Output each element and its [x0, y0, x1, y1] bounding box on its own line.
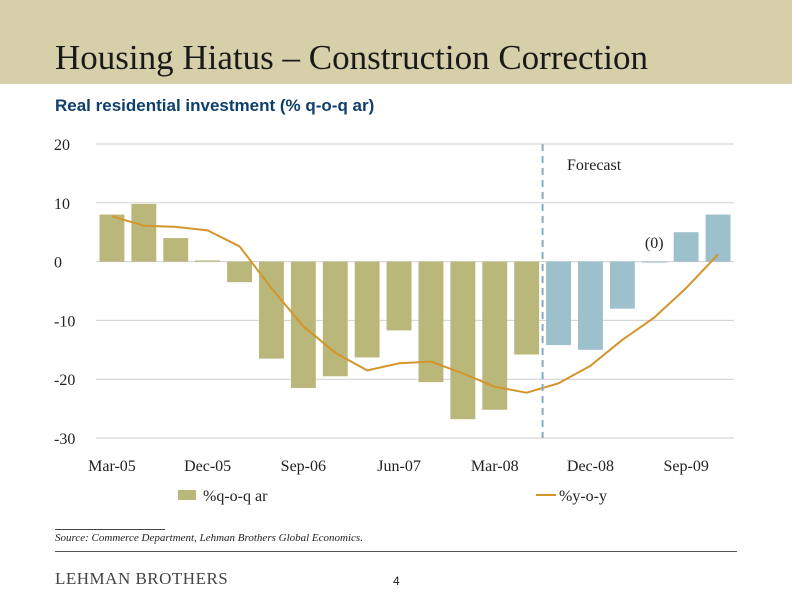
yoy-line — [111, 215, 719, 394]
annotation-label: (0) — [645, 235, 664, 252]
bar — [386, 261, 412, 331]
forecast-label: Forecast — [567, 157, 622, 174]
bar — [195, 260, 221, 262]
footer-rule — [55, 551, 737, 552]
x-tick-label: Dec-05 — [184, 458, 231, 475]
header-band — [0, 0, 792, 84]
bar — [131, 203, 157, 262]
bar — [322, 261, 348, 377]
y-tick-label: 0 — [54, 255, 62, 272]
page-title: Housing Hiatus – Construction Correction — [55, 38, 649, 77]
chart-subtitle: Real residential investment (% q-o-q ar) — [55, 96, 375, 115]
x-tick-label: Jun-07 — [377, 458, 421, 475]
page-number: 4 — [393, 574, 400, 588]
bar — [514, 261, 540, 355]
y-tick-label: -30 — [54, 431, 75, 448]
y-tick-label: 20 — [54, 137, 70, 154]
y-axis-ticks: 20 10 0 -10 -20 -30 — [54, 137, 75, 448]
x-axis-ticks: Mar-05 Dec-05 Sep-06 Jun-07 Mar-08 Dec-08 Sep-… — [88, 458, 709, 475]
bar — [482, 261, 508, 410]
bar — [227, 261, 252, 283]
legend-swatch-bars — [178, 490, 196, 500]
gridlines — [96, 143, 734, 439]
source-rule — [55, 529, 165, 530]
bar — [673, 232, 699, 262]
x-tick-label: Sep-06 — [281, 458, 326, 475]
bar — [705, 214, 731, 262]
chart-overlay: Forecast (0) — [541, 144, 664, 438]
legend: %q-o-q ar %y-o-y — [178, 488, 607, 505]
bar — [546, 261, 571, 346]
bar — [641, 261, 667, 263]
line-series — [111, 215, 719, 394]
x-tick-label: Dec-08 — [567, 458, 614, 475]
x-tick-label: Mar-05 — [88, 458, 136, 475]
y-tick-label: -10 — [54, 313, 75, 330]
legend-label-bars: %q-o-q ar — [203, 488, 268, 505]
lehman-brothers-logo: LEHMAN BROTHERS — [55, 569, 229, 588]
bars — [99, 203, 731, 420]
source-note: Source: Commerce Department, Lehman Brot… — [55, 532, 363, 544]
bar — [578, 261, 603, 350]
bar — [609, 261, 635, 309]
y-tick-label: 10 — [54, 196, 70, 213]
y-tick-label: -20 — [54, 372, 75, 389]
bar — [163, 238, 189, 262]
bar — [354, 261, 380, 358]
legend-label-line: %y-o-y — [559, 488, 607, 505]
bar — [450, 261, 476, 420]
bar — [99, 214, 125, 262]
x-tick-label: Mar-08 — [471, 458, 519, 475]
x-tick-label: Sep-09 — [663, 458, 708, 475]
